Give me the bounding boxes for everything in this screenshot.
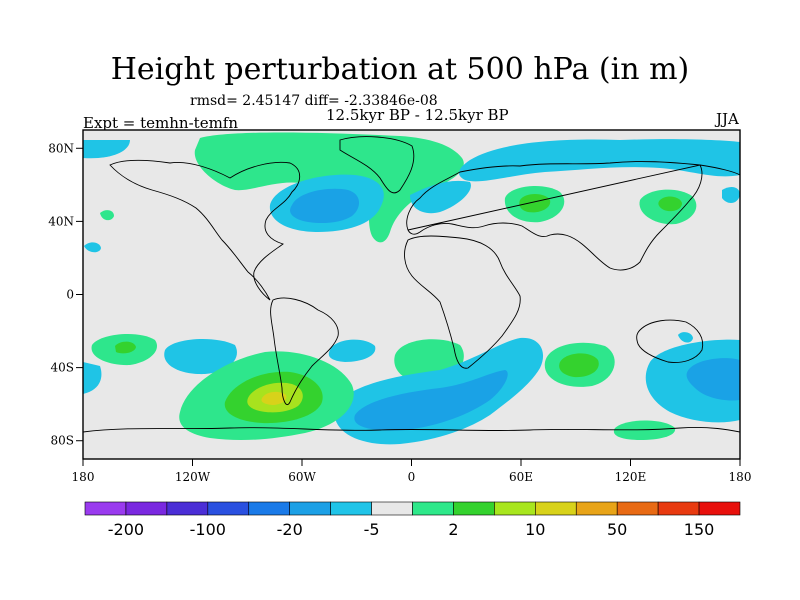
anomaly-region-positive-east-asia-core [658,196,682,212]
colorbar-swatch [575,501,618,516]
colorbar-swatch [453,501,495,516]
colorbar-swatch [657,501,700,516]
coastlines [83,136,740,433]
map-title: Height perturbation at 500 hPa (in m) [110,52,690,87]
anomaly-region-negative-south-america-east [328,339,376,362]
lon-tick-label: 60E [509,470,533,484]
colorbar-swatch [616,501,659,516]
lon-tick-label: 120W [175,470,211,484]
anomaly-region-negative-central-pacific [84,242,101,253]
coastline-africa [404,235,521,369]
statistics-label: rmsd= 2.45147 diff= -2.33846e-08 [190,93,438,109]
colorbar-swatch [289,501,331,516]
anomaly-region-negative-north-pacific [83,140,130,159]
colorbar-swatch [166,501,209,516]
colorbar-label: -200 [108,520,144,539]
coastline-north-america [109,159,301,301]
lat-tick-label: 80N [48,141,74,155]
anomaly-region-negative-southern-ocean-core [354,370,508,431]
anomaly-region-negative-north-atlantic [410,180,471,214]
colorbar-label: 2 [448,520,458,539]
anomaly-region-negative-kamchatka [722,187,740,204]
anomaly-region-positive-south-america-peak [261,391,287,405]
colorbar-label: -100 [190,520,226,539]
anomaly-region-negative-south-pacific [164,338,237,375]
lon-tick-label: 120E [615,470,647,484]
colorbar-swatch [494,501,536,516]
colorbar-swatch [535,501,577,516]
anomaly-region-positive-indian-ocean-core [559,353,599,378]
colorbar-swatch [125,501,168,516]
anomaly-field [83,132,740,445]
lat-tick-label: 40S [51,361,75,375]
lon-tick-label: 180 [72,470,95,484]
anomaly-region-negative-north-america-core [290,188,360,224]
coastline-antarctica [83,427,740,433]
anomaly-region-positive-arctic [194,132,464,243]
anomaly-region-positive-antarctic-coast [613,420,676,440]
lon-tick-label: 0 [408,470,416,484]
latitude-axis: 80N 40N 0 40S 80S [48,141,83,448]
colorbar-label: 10 [525,520,545,539]
colorbar-swatch [412,501,454,516]
lat-tick-label: 40N [48,214,74,228]
colorbar-label: 150 [684,520,715,539]
colorbar-label: -5 [364,520,380,539]
colorbar-swatch [371,501,413,516]
anomaly-region-negative-tropics-west [83,362,102,394]
anomaly-region-positive-south-pacific-west-core [115,341,136,354]
anomaly-region-negative-north-asia [458,139,740,182]
colorbar-label: -20 [277,520,303,539]
colorbar-swatch [330,501,372,516]
experiment-label: Expt = temhn-temfn [83,114,239,132]
lon-tick-label: 60W [288,470,316,484]
longitude-axis: 180 120W 60W 0 60E 120E 180 [72,459,752,484]
anomaly-region-positive-pacific-small [100,210,114,221]
coastline-australia [636,319,704,363]
coastline-greenland [339,136,415,194]
colorbar: -200 -100 -20 -5 2 10 50 150 [84,501,741,539]
anomaly-region-negative-southwest-pacific-core [686,358,740,401]
colorbar-swatch [248,501,290,516]
coastline-south-america [270,297,339,406]
coastline-europe-asia [406,161,740,271]
colorbar-label: 50 [607,520,627,539]
lat-tick-label: 80S [51,434,75,448]
season-label: JJA [716,110,739,128]
period-label: 12.5kyr BP - 12.5kyr BP [326,106,509,124]
anomaly-region-positive-europe-core [519,194,551,213]
colorbar-swatch [698,501,741,516]
anomaly-region-negative-new-zealand [678,332,693,343]
colorbar-swatch [207,501,250,516]
colorbar-swatch [84,501,127,516]
lon-tick-label: 180 [729,470,752,484]
lat-tick-label: 0 [66,288,74,302]
